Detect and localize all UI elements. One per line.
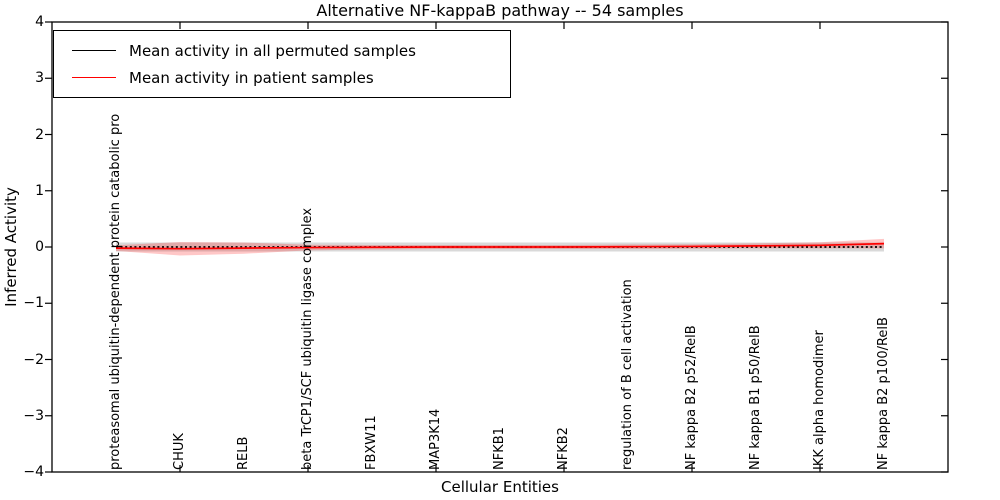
x-category-label: NFKB1 (492, 427, 507, 470)
x-category-label: beta TrCP1/SCF ubiquitin ligase complex (300, 207, 315, 470)
x-category-label: NF kappa B2 p52/RelB (684, 325, 699, 470)
legend-item-label: Mean activity in all permuted samples (129, 41, 416, 60)
y-tick-label: 2 (35, 126, 44, 143)
y-tick-label: 1 (35, 182, 44, 199)
x-axis-label: Cellular Entities (441, 478, 559, 496)
y-tick-label: 4 (35, 14, 44, 30)
y-tick-label: −2 (23, 351, 44, 368)
x-category-label: FBXW11 (364, 415, 379, 470)
legend: Mean activity in all permuted samples Me… (53, 30, 511, 98)
x-category-label: NFKB2 (556, 427, 571, 470)
y-tick-label: −3 (23, 407, 44, 424)
x-category-label: CHUK (172, 433, 187, 470)
x-category-label: NF kappa B2 p100/RelB (876, 317, 891, 470)
y-tick-label: −1 (23, 295, 44, 312)
x-category-label: IKK alpha homodimer (812, 330, 827, 470)
x-category-label: proteasomal ubiquitin-dependent protein … (108, 113, 123, 470)
x-category-label: NF kappa B1 p50/RelB (748, 325, 763, 470)
permuted-line-sample-icon (72, 50, 116, 51)
x-category-label: regulation of B cell activation (620, 279, 635, 470)
figure-title: Alternative NF-kappaB pathway -- 54 samp… (316, 1, 684, 20)
patient-mean-line (115, 242, 885, 250)
patient-line-sample-icon (72, 77, 116, 78)
legend-item-patient: Mean activity in patient samples (72, 69, 510, 87)
legend-item-permuted: Mean activity in all permuted samples (72, 42, 510, 60)
y-tick-label: 3 (35, 70, 44, 87)
y-tick-label: 0 (35, 239, 44, 255)
y-tick-label: −4 (23, 464, 44, 480)
legend-item-label: Mean activity in patient samples (129, 68, 374, 87)
x-category-label: MAP3K14 (428, 408, 443, 470)
x-category-label: RELB (236, 436, 251, 470)
